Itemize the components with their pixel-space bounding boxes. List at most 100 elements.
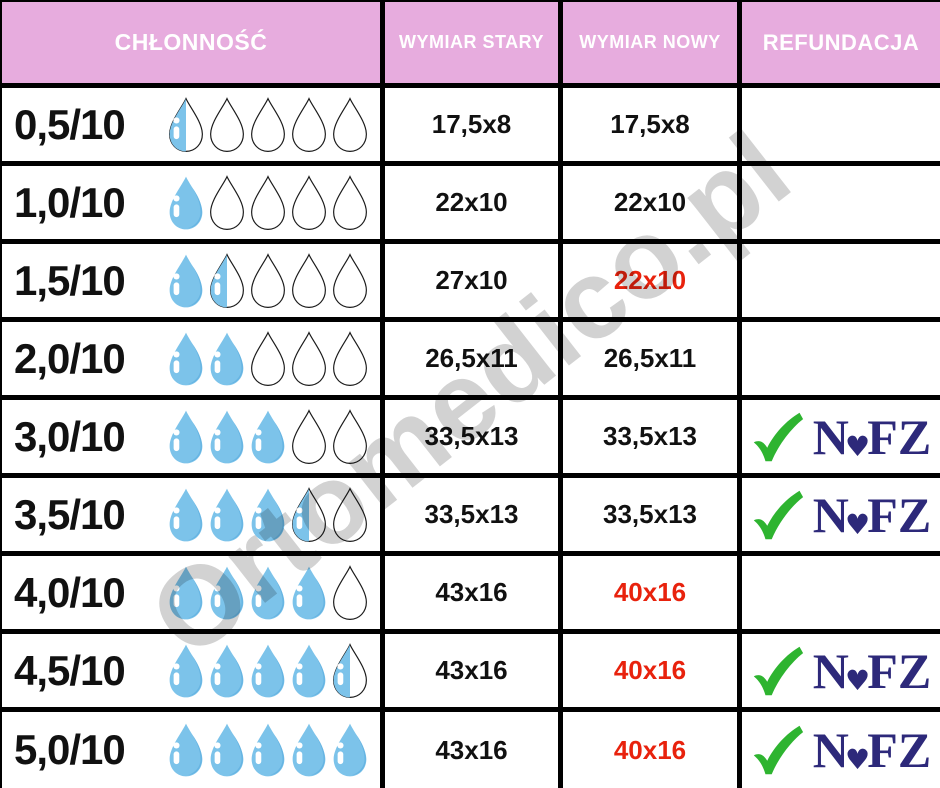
absorbency-cell: 4,0/10 — [2, 556, 380, 629]
absorbency-rating: 4,0/10 — [14, 568, 126, 616]
droplet-empty-icon — [333, 408, 367, 464]
refund-cell — [742, 166, 940, 239]
absorbency-cell: 1,5/10 — [2, 244, 380, 317]
droplet-full-icon — [169, 723, 203, 777]
droplet-scale — [166, 330, 370, 388]
absorbency-cell: 4,5/10 — [2, 634, 380, 707]
col-header-absorbency: CHŁONNOŚĆ — [2, 2, 380, 83]
checkmark-icon — [753, 646, 803, 695]
absorbency-rating: 1,5/10 — [14, 256, 126, 304]
new-size-cell: 17,5x8 — [563, 88, 737, 161]
old-size-cell: 43x16 — [385, 712, 558, 788]
old-size-cell: 27x10 — [385, 244, 558, 317]
droplet-full-icon — [210, 488, 244, 541]
refund-cell: N♥FZ — [742, 634, 940, 707]
old-dimension-value: 33,5x13 — [424, 499, 519, 529]
absorbency-rating: 2,0/10 — [14, 334, 126, 382]
absorbency-cell: 2,0/10 — [2, 322, 380, 395]
heart-icon: ♥ — [844, 743, 871, 777]
droplet-full-icon — [169, 254, 203, 307]
old-dimension-value: 43x16 — [435, 734, 508, 765]
absorbency-cell: 3,0/10 — [2, 400, 380, 473]
col-header-old-size: WYMIAR STARY — [385, 2, 558, 83]
new-size-cell: 26,5x11 — [563, 322, 737, 395]
droplet-full-icon — [169, 644, 203, 697]
old-dimension-value: 43x16 — [435, 577, 508, 607]
new-size-cell: 40x16 — [563, 556, 737, 629]
droplet-full-icon — [251, 566, 285, 619]
droplet-empty-icon — [333, 174, 367, 230]
old-dimension-value: 43x16 — [435, 655, 508, 685]
droplet-scale — [166, 721, 370, 779]
heart-icon: ♥ — [844, 429, 871, 463]
refund-cell: N♥FZ — [742, 478, 940, 551]
droplet-empty-icon — [292, 408, 326, 464]
absorbency-rating: 5,0/10 — [14, 726, 126, 773]
droplet-full-icon — [292, 566, 326, 619]
old-size-cell: 33,5x13 — [385, 478, 558, 551]
heart-icon: ♥ — [844, 507, 871, 541]
heart-icon: ♥ — [844, 663, 871, 697]
absorbency-rating: 0,5/10 — [14, 100, 126, 148]
absorbency-rating: 3,5/10 — [14, 490, 126, 538]
droplet-scale — [166, 252, 370, 310]
absorbency-cell: 5,0/10 — [2, 712, 380, 788]
new-size-cell: 22x10 — [563, 244, 737, 317]
droplet-scale — [166, 174, 370, 232]
droplet-full-icon — [251, 723, 285, 777]
droplet-scale — [166, 642, 370, 700]
droplet-empty-icon — [251, 252, 285, 308]
absorbency-rating: 3,0/10 — [14, 412, 126, 460]
droplet-full-icon — [169, 176, 203, 229]
new-size-cell: 22x10 — [563, 166, 737, 239]
droplet-half-icon — [169, 96, 203, 152]
new-dimension-value: 17,5x8 — [610, 109, 690, 139]
refund-cell — [742, 322, 940, 395]
droplet-full-icon — [210, 566, 244, 619]
checkmark-icon — [753, 412, 803, 461]
nfz-logo: N♥FZ — [812, 408, 932, 465]
refund-cell — [742, 556, 940, 629]
refund-cell — [742, 244, 940, 317]
old-size-cell: 33,5x13 — [385, 400, 558, 473]
new-dimension-value: 26,5x11 — [603, 343, 697, 373]
old-dimension-value: 27x10 — [435, 265, 508, 295]
absorbency-cell: 0,5/10 — [2, 88, 380, 161]
refund-cell: N♥FZ — [742, 400, 940, 473]
droplet-empty-icon — [210, 174, 244, 230]
droplet-full-icon — [169, 410, 203, 463]
new-dimension-value: 33,5x13 — [603, 499, 697, 529]
droplet-empty-icon — [292, 252, 326, 308]
droplet-half-icon — [210, 252, 244, 308]
new-dimension-value: 40x16 — [613, 734, 687, 765]
droplet-scale — [166, 408, 370, 466]
new-dimension-value: 40x16 — [613, 577, 687, 607]
droplet-full-icon — [210, 644, 244, 697]
old-dimension-value: 17,5x8 — [431, 109, 512, 139]
droplet-full-icon — [292, 644, 326, 697]
new-size-cell: 40x16 — [563, 634, 737, 707]
new-dimension-value: 40x16 — [613, 655, 687, 685]
old-size-cell: 26,5x11 — [385, 322, 558, 395]
droplet-empty-icon — [292, 330, 326, 386]
droplet-scale — [166, 96, 370, 154]
droplet-scale — [166, 486, 370, 544]
old-dimension-value: 26,5x11 — [425, 343, 518, 373]
droplet-full-icon — [251, 644, 285, 697]
droplet-half-icon — [333, 642, 367, 698]
droplet-full-icon — [210, 332, 244, 385]
droplet-full-icon — [169, 332, 203, 385]
droplet-empty-icon — [333, 330, 367, 386]
nfz-logo: N♥FZ — [812, 642, 932, 699]
droplet-full-icon — [251, 410, 285, 463]
droplet-empty-icon — [333, 252, 367, 308]
droplet-empty-icon — [292, 174, 326, 230]
droplet-empty-icon — [292, 96, 326, 152]
droplet-empty-icon — [251, 96, 285, 152]
new-dimension-value: 22x10 — [613, 187, 687, 217]
droplet-full-icon — [333, 723, 367, 777]
droplet-half-icon — [292, 486, 326, 542]
droplet-empty-icon — [210, 96, 244, 152]
refund-cell — [742, 88, 940, 161]
